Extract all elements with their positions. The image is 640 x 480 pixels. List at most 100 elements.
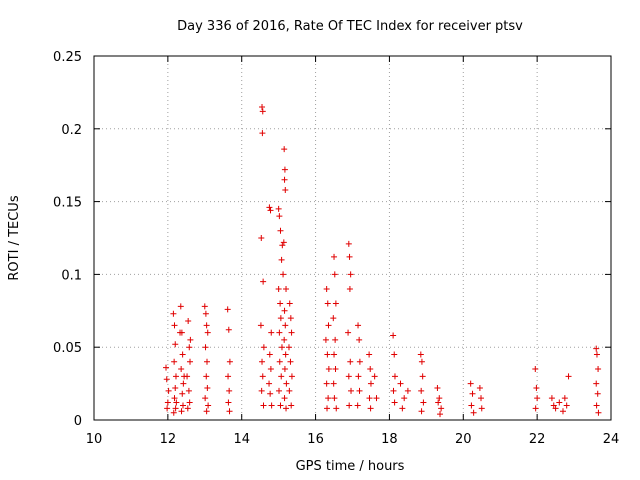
data-point bbox=[593, 351, 600, 358]
data-point bbox=[185, 387, 192, 394]
data-point bbox=[275, 205, 282, 212]
grid-lines bbox=[94, 56, 611, 420]
data-point bbox=[347, 271, 354, 278]
chart-title: Day 336 of 2016, Rate Of TEC Index for r… bbox=[177, 19, 523, 34]
data-point bbox=[276, 329, 283, 336]
data-point bbox=[170, 310, 177, 317]
data-point bbox=[331, 271, 338, 278]
data-point bbox=[418, 408, 425, 415]
x-tick-label: 12 bbox=[160, 432, 177, 447]
data-point bbox=[276, 213, 283, 220]
data-point bbox=[280, 271, 287, 278]
data-point bbox=[259, 108, 266, 115]
data-point bbox=[355, 322, 362, 329]
data-point bbox=[330, 380, 337, 387]
data-point bbox=[548, 395, 555, 402]
data-point bbox=[348, 387, 355, 394]
data-point bbox=[186, 399, 193, 406]
data-point bbox=[324, 405, 331, 412]
plot-frame bbox=[93, 55, 612, 421]
axis-ticks: 10 12 14 16 18 20 22 24 0 0.05 0.1 0.15 0.2 0.25 bbox=[53, 50, 619, 447]
data-point bbox=[345, 329, 352, 336]
data-point bbox=[281, 176, 288, 183]
data-point bbox=[436, 395, 443, 402]
data-point bbox=[257, 322, 264, 329]
data-point bbox=[419, 373, 426, 380]
data-point bbox=[331, 253, 338, 260]
data-point bbox=[552, 405, 559, 412]
data-point bbox=[367, 380, 374, 387]
data-point bbox=[418, 358, 425, 365]
y-tick-label: 0.2 bbox=[61, 123, 82, 138]
data-point bbox=[332, 300, 339, 307]
data-point bbox=[478, 395, 485, 402]
data-point bbox=[347, 358, 354, 365]
data-point bbox=[404, 387, 411, 394]
data-point bbox=[346, 253, 353, 260]
data-point bbox=[283, 405, 290, 412]
data-point bbox=[437, 411, 444, 418]
data-point bbox=[532, 405, 539, 412]
data-point bbox=[224, 306, 231, 313]
data-point bbox=[534, 395, 541, 402]
data-point bbox=[259, 103, 266, 110]
x-tick-label: 10 bbox=[86, 432, 103, 447]
data-point bbox=[593, 345, 600, 352]
data-point bbox=[391, 399, 398, 406]
data-point bbox=[187, 336, 194, 343]
data-point bbox=[171, 358, 178, 365]
data-point bbox=[593, 402, 600, 409]
data-point bbox=[390, 332, 397, 339]
data-point bbox=[277, 402, 284, 409]
data-point bbox=[172, 373, 179, 380]
x-tick-label: 24 bbox=[603, 432, 620, 447]
data-point bbox=[401, 395, 408, 402]
x-tick-label: 20 bbox=[455, 432, 472, 447]
data-point bbox=[179, 390, 186, 397]
data-point bbox=[333, 405, 340, 412]
data-point bbox=[282, 322, 289, 329]
data-point bbox=[281, 395, 288, 402]
data-point bbox=[177, 329, 184, 336]
data-point bbox=[322, 336, 329, 343]
data-point bbox=[260, 344, 267, 351]
data-point bbox=[259, 130, 266, 137]
data-point bbox=[179, 402, 186, 409]
data-point bbox=[275, 285, 282, 292]
data-point bbox=[276, 358, 283, 365]
data-point bbox=[268, 329, 275, 336]
data-point bbox=[278, 344, 285, 351]
data-point bbox=[355, 373, 362, 380]
x-tick-label: 14 bbox=[233, 432, 250, 447]
data-point bbox=[202, 395, 209, 402]
data-point bbox=[595, 366, 602, 373]
data-point bbox=[282, 186, 289, 193]
data-point bbox=[325, 395, 332, 402]
data-point bbox=[356, 358, 363, 365]
data-point bbox=[279, 242, 286, 249]
data-point bbox=[331, 351, 338, 358]
data-point bbox=[173, 399, 180, 406]
data-point bbox=[288, 329, 295, 336]
data-point bbox=[164, 399, 171, 406]
data-point bbox=[288, 402, 295, 409]
data-point bbox=[204, 358, 211, 365]
data-point bbox=[399, 405, 406, 412]
data-point bbox=[345, 240, 352, 247]
data-point bbox=[281, 366, 288, 373]
data-point bbox=[258, 235, 265, 241]
data-point bbox=[205, 402, 212, 409]
data-point bbox=[476, 384, 483, 391]
y-axis-label: ROTI / TECUs bbox=[7, 195, 22, 280]
data-point bbox=[345, 373, 352, 380]
data-point bbox=[165, 387, 172, 394]
data-point bbox=[324, 351, 331, 358]
data-point bbox=[177, 303, 184, 310]
data-point bbox=[170, 409, 177, 416]
data-point bbox=[186, 344, 193, 351]
data-point bbox=[266, 204, 273, 211]
data-point bbox=[266, 380, 273, 387]
data-point bbox=[180, 380, 187, 387]
data-point bbox=[163, 376, 170, 383]
data-point bbox=[390, 387, 397, 394]
